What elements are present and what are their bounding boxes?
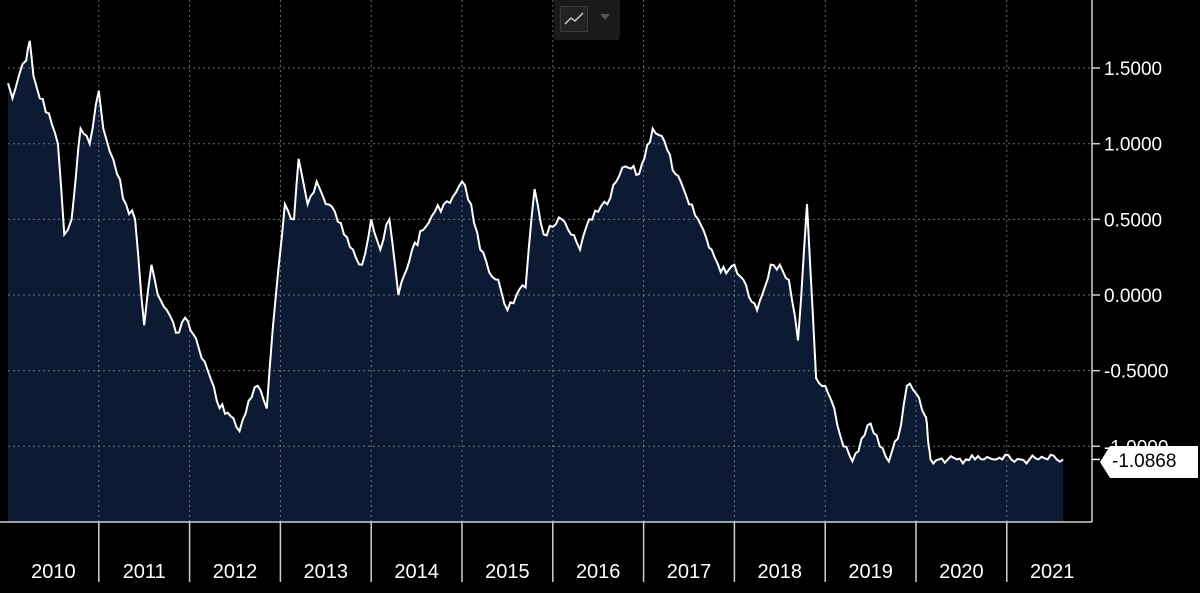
x-tick-label: 2013 — [304, 561, 349, 583]
x-tick-label: 2014 — [394, 561, 439, 583]
x-tick-label: 2011 — [123, 561, 166, 583]
x-tick-label: 2012 — [213, 561, 258, 583]
y-tick-label: 1.0000 — [1104, 135, 1162, 156]
y-tick-label: 1.5000 — [1104, 59, 1162, 80]
x-tick-label: 2021 — [1030, 561, 1075, 583]
series-line — [7, 40, 1064, 466]
last-value-label: -1.0868 — [1100, 446, 1198, 478]
y-tick-label: 0.0000 — [1104, 286, 1162, 307]
x-tick-label: 2010 — [31, 561, 76, 583]
x-tick-label: 2019 — [848, 561, 893, 583]
series-area — [8, 40, 1064, 523]
x-tick-label: 2018 — [758, 561, 803, 583]
y-tick-label: 0.5000 — [1104, 210, 1162, 231]
caret-down-icon[interactable] — [600, 14, 610, 20]
x-tick-label: 2015 — [485, 561, 530, 583]
x-tick-label: 2020 — [939, 561, 984, 583]
x-tick-label: 2016 — [576, 561, 621, 583]
line-chart-icon[interactable] — [560, 6, 588, 32]
chart-type-toolbar[interactable] — [554, 0, 620, 40]
y-tick-label: -0.5000 — [1104, 362, 1168, 383]
x-tick-label: 2017 — [667, 561, 712, 583]
